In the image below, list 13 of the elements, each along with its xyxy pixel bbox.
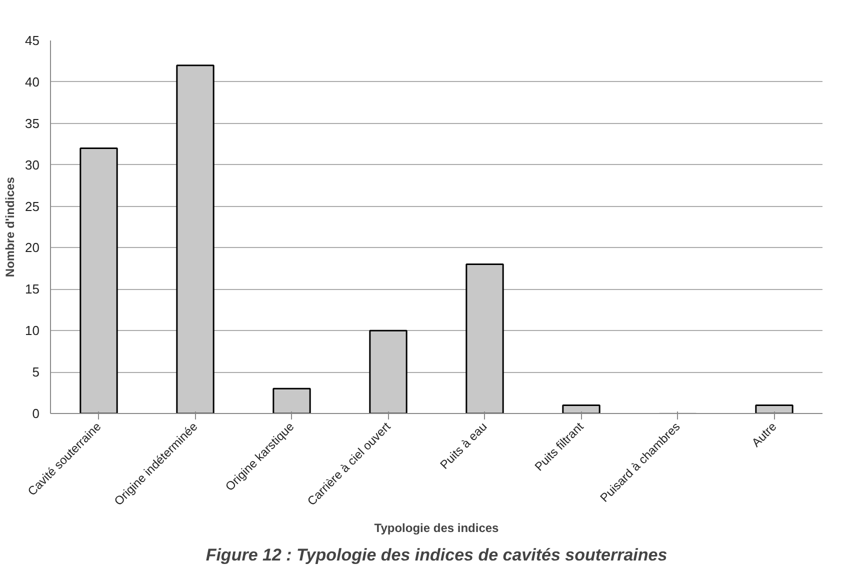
y-tick-label: 45 bbox=[25, 33, 40, 48]
y-tick-label: 20 bbox=[25, 240, 40, 256]
y-tick-label: 40 bbox=[25, 74, 40, 90]
x-axis-title: Typologie des indices bbox=[374, 521, 500, 536]
y-tick-label: 25 bbox=[25, 198, 40, 214]
y-tick-label: 0 bbox=[32, 406, 40, 421]
y-tick-label: 5 bbox=[32, 364, 40, 380]
caption: Figure 12 : Typologie des indices de cavités souterraines bbox=[206, 546, 668, 564]
y-tick-label: 30 bbox=[25, 157, 40, 172]
y-tick-label: 35 bbox=[25, 116, 40, 131]
y-tick-label: 10 bbox=[25, 323, 40, 338]
y-tick-label: 15 bbox=[25, 282, 40, 297]
y-axis-title: Nombre d'indices bbox=[3, 176, 18, 278]
